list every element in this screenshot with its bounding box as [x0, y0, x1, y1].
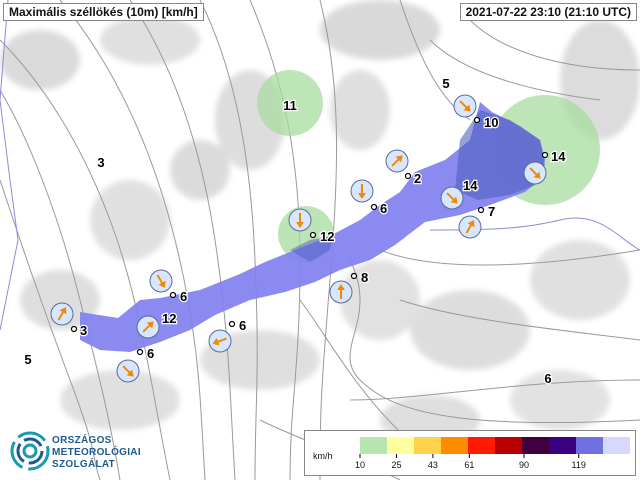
wind-arrow-icon — [459, 100, 471, 112]
wind-arrow-icon — [358, 184, 366, 199]
stations-layer: 10 14 2 14 6 7 12 8 6 12 6 3 6 — [50, 94, 567, 383]
legend-tick-label: 10 — [355, 460, 365, 470]
station-value: 6 — [147, 346, 154, 361]
regional-labels: 5 3 5 6 11 — [23, 75, 553, 388]
station-marker: 12 — [136, 310, 178, 339]
legend-unit: km/h — [313, 451, 333, 461]
wind-arrow-icon — [142, 321, 154, 333]
legend-tick-label: 61 — [464, 460, 474, 470]
station-marker: 12 — [288, 208, 336, 245]
legend-color-segment — [576, 437, 603, 454]
regional-label: 6 — [544, 371, 551, 386]
wind-arrow-icon — [446, 192, 458, 204]
legend-color-segment — [522, 437, 549, 454]
lake-darker-zone-2 — [290, 236, 332, 262]
station-value: 10 — [484, 115, 498, 130]
station-value: 6 — [180, 289, 187, 304]
color-legend: km/h 10 25 43 61 90 119 — [304, 430, 636, 476]
legend-tick-label: 90 — [519, 460, 529, 470]
station-marker: 6 — [116, 345, 155, 383]
station-marker: 6 — [350, 179, 388, 217]
station-dot — [228, 320, 236, 328]
station-dot — [136, 348, 144, 356]
regional-label: 3 — [97, 155, 104, 170]
station-value: 2 — [414, 171, 421, 186]
station-value: 6 — [239, 318, 246, 333]
wind-arrow-icon — [212, 337, 227, 346]
station-marker: 6 — [149, 269, 188, 305]
station-marker: 3 — [50, 302, 88, 339]
wind-arrow-icon — [391, 155, 403, 167]
station-value: 7 — [488, 204, 495, 219]
station-dot — [473, 116, 481, 124]
legend-color-segment — [549, 437, 576, 454]
regional-label: 5 — [24, 352, 31, 367]
terrain-shading — [0, 0, 640, 445]
wind-arrow-icon — [296, 213, 304, 228]
station-value: 12 — [320, 229, 334, 244]
logo-line-3: SZOLGÁLAT — [52, 459, 116, 470]
lake-darker-zone — [455, 110, 545, 200]
wind-arrow-icon — [337, 284, 345, 299]
station-marker-arrow — [523, 161, 547, 185]
legend-color-segment — [441, 437, 468, 454]
station-dot — [70, 325, 78, 333]
map-timestamp: 2021-07-22 23:10 (21:10 UTC) — [459, 3, 637, 21]
station-marker: 6 — [208, 317, 247, 353]
wind-arrow-icon — [57, 307, 67, 321]
station-dot — [541, 151, 549, 159]
omsz-logo-icon — [10, 431, 50, 471]
station-value: 12 — [162, 311, 176, 326]
legend-color-segment — [387, 437, 414, 454]
wind-arrow-icon — [465, 220, 475, 234]
station-dot — [370, 203, 378, 211]
legend-tick-label: 43 — [428, 460, 438, 470]
station-marker: 7 — [458, 203, 496, 239]
station-dot — [404, 172, 412, 180]
legend-tick-label: 119 — [572, 460, 586, 470]
regional-label: 5 — [442, 76, 449, 91]
station-dot — [350, 272, 358, 280]
station-marker: 2 — [385, 149, 422, 187]
station-marker: 8 — [329, 269, 369, 304]
legend-color-segment — [360, 437, 387, 454]
station-value: 14 — [463, 178, 478, 193]
station-dot — [477, 206, 485, 214]
station-dot — [309, 231, 317, 239]
logo-line-2: METEOROLÓGIAI — [52, 447, 141, 458]
map-title: Maximális széllökés (10m) [km/h] — [3, 3, 204, 21]
station-marker: 14 — [541, 148, 567, 165]
logo-line-1: ORSZÁGOS — [52, 435, 112, 446]
wind-arrow-icon — [529, 167, 541, 179]
legend-color-segment — [414, 437, 441, 454]
station-dot — [169, 291, 177, 299]
station-value: 8 — [361, 270, 368, 285]
station-value: 14 — [551, 149, 566, 164]
legend-scale: km/h 10 25 43 61 90 119 — [313, 437, 630, 470]
omsz-logo: ORSZÁGOS METEOROLÓGIAI SZOLGÁLAT — [6, 428, 141, 474]
legend-color-segment — [468, 437, 495, 454]
wind-arrow-icon — [122, 365, 134, 377]
border-line — [0, 0, 19, 331]
station-value: 6 — [380, 201, 387, 216]
gust-zone-green — [257, 70, 600, 262]
wind-arrow-icon — [156, 274, 166, 288]
station-value: 3 — [80, 323, 87, 338]
legend-color-segment — [603, 437, 630, 454]
legend-color-segment — [495, 437, 522, 454]
regional-label: 11 — [283, 98, 297, 113]
station-marker: 14 — [440, 177, 479, 210]
legend-tick-label: 25 — [391, 460, 401, 470]
station-marker: 10 — [453, 94, 500, 131]
